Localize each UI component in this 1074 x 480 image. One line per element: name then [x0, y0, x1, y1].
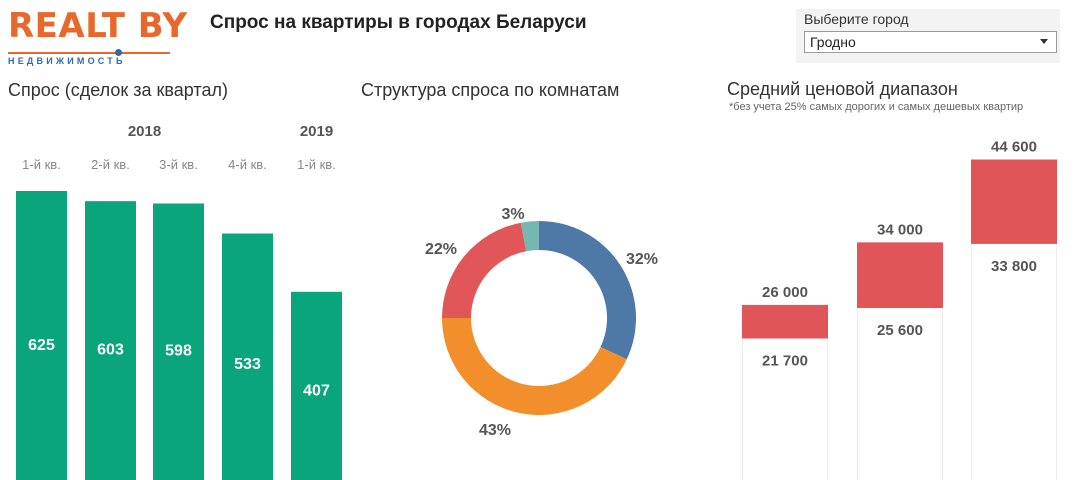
city-select[interactable]: Гродно — [804, 31, 1057, 53]
demand-chart-title: Спрос (сделок за квартал) — [8, 80, 228, 100]
demand-bar — [153, 203, 204, 480]
demand-value-label: 603 — [97, 342, 124, 359]
year-label: 2018 — [128, 123, 161, 140]
room-structure-donut-chart: 32% 43% 22% 3% — [425, 206, 658, 439]
donut-percent-label: 32% — [626, 251, 658, 268]
realt-logo[interactable]: REALT BY НЕДВИЖИМОСТЬ — [8, 6, 187, 66]
price-low-label: 25 600 — [877, 322, 923, 339]
donut-percent-label: 43% — [479, 422, 511, 439]
demand-bar — [16, 191, 67, 480]
quarter-label: 4-й кв. — [228, 157, 267, 172]
demand-value-label: 533 — [234, 356, 261, 373]
donut-slice — [520, 221, 539, 252]
demand-value-label: 625 — [28, 337, 55, 354]
demand-bar — [222, 233, 273, 480]
price-low-label: 21 700 — [762, 353, 808, 370]
quarter-label: 1-й кв. — [22, 157, 61, 172]
quarter-label: 2-й кв. — [91, 157, 130, 172]
price-low-label: 33 800 — [991, 258, 1037, 275]
price-high-label: 34 000 — [877, 221, 923, 238]
demand-bar-chart: 2018 2019 1-й кв. 625 2-й кв. 603 3-й кв. 598 4-… — [16, 123, 342, 480]
donut-slice — [539, 221, 636, 360]
donut-slice — [442, 222, 527, 318]
year-label: 2019 — [300, 123, 333, 140]
price-chart-title: Средний ценовой диапазон — [727, 79, 958, 99]
price-range-bar — [857, 242, 943, 309]
demand-value-label: 598 — [165, 343, 192, 360]
chevron-down-icon[interactable] — [1040, 39, 1048, 44]
price-chart-note: *без учета 25% самых дорогих и самых деш… — [729, 101, 1024, 113]
logo-dot — [115, 49, 122, 56]
price-high-label: 26 000 — [762, 284, 808, 301]
donut-percent-label: 3% — [501, 206, 524, 223]
quarter-label: 3-й кв. — [159, 157, 198, 172]
structure-chart-title: Структура спроса по комнатам — [361, 80, 620, 100]
page-title: Спрос на квартиры в городах Беларуси — [210, 12, 587, 33]
city-select-value: Гродно — [810, 34, 856, 50]
quarter-label: 1-й кв. — [297, 157, 336, 172]
demand-bar — [291, 291, 342, 480]
logo-text: REALT BY — [8, 6, 188, 46]
price-range-chart: 26 000 21 700 34 000 25 600 44 600 33 800 — [742, 139, 1057, 480]
logo-subtitle: НЕДВИЖИМОСТЬ — [8, 56, 126, 66]
price-range-bar — [742, 304, 828, 339]
demand-value-label: 407 — [303, 382, 330, 399]
demand-bar — [85, 201, 136, 480]
donut-slice — [442, 318, 627, 415]
price-high-label: 44 600 — [991, 139, 1037, 156]
price-range-bar — [971, 159, 1057, 244]
donut-percent-label: 22% — [425, 241, 457, 258]
city-select-label: Выберите город — [804, 11, 909, 27]
logo-underline — [8, 52, 170, 54]
